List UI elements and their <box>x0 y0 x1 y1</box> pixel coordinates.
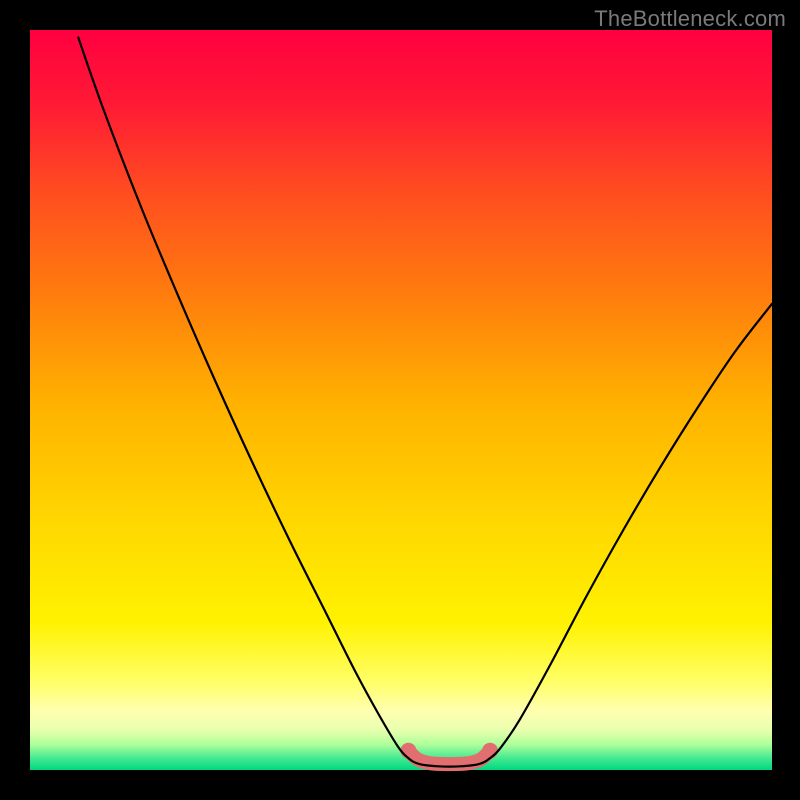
watermark-text: TheBottleneck.com <box>594 6 786 32</box>
figure-root: { "watermark": { "text": "TheBottleneck.… <box>0 0 800 800</box>
gradient-background <box>30 30 772 770</box>
highlight-marker-left <box>400 743 416 759</box>
highlight-marker-right <box>482 743 498 759</box>
bottleneck-curve-plot <box>0 0 800 800</box>
